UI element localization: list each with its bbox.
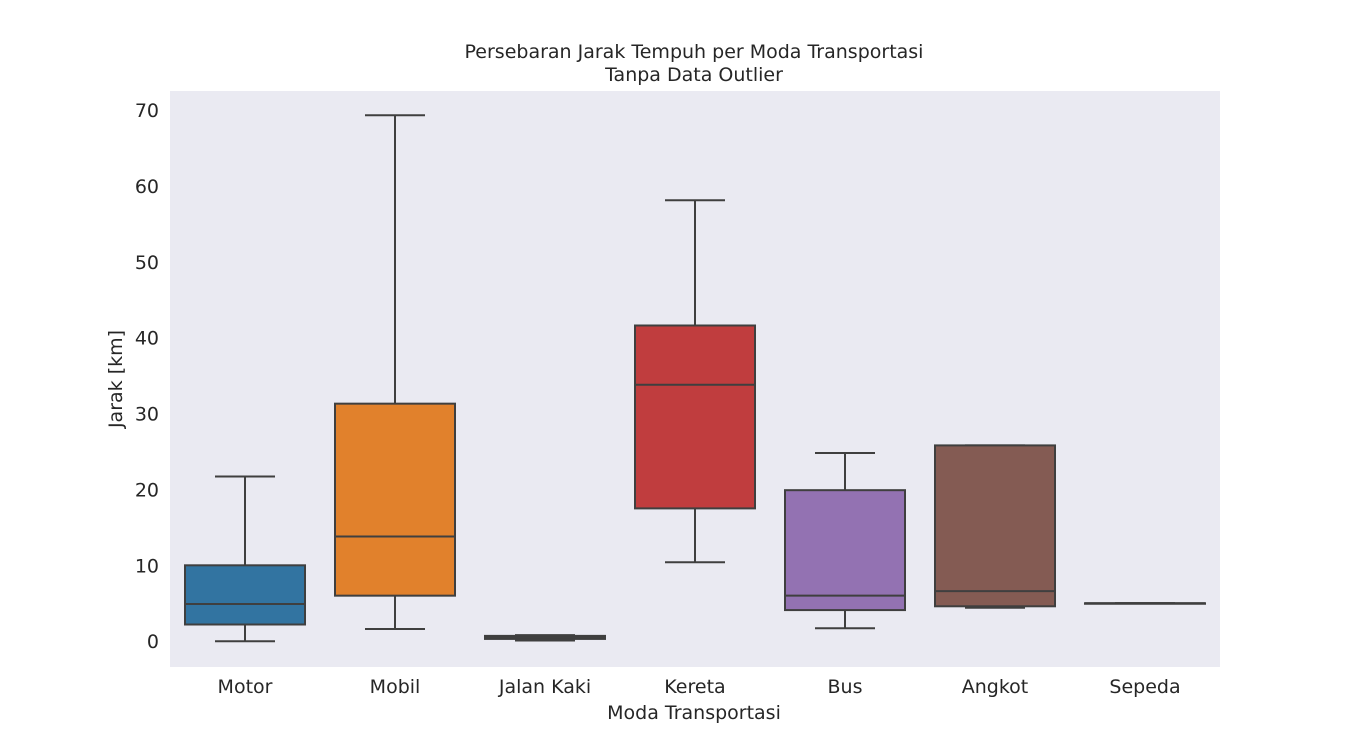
chart-subtitle: Tanpa Data Outlier <box>604 64 783 86</box>
y-tick-label: 30 <box>135 404 159 426</box>
y-axis-label: Jarak [km] <box>105 330 127 429</box>
x-tick-label: Jalan Kaki <box>498 676 591 698</box>
y-tick-label: 10 <box>135 555 159 577</box>
box-mobil <box>334 114 456 631</box>
y-tick-label: 70 <box>135 100 159 122</box>
boxes-group <box>184 114 1206 643</box>
y-axis: 0 10 20 30 40 50 60 70 <box>135 100 159 653</box>
x-tick-label: Angkot <box>962 676 1029 698</box>
y-tick-label: 40 <box>135 328 159 350</box>
box-motor <box>184 475 306 643</box>
iqr-box <box>784 489 906 612</box>
y-tick-label: 0 <box>147 631 159 653</box>
box-angkot <box>934 444 1056 609</box>
y-tick-label: 60 <box>135 176 159 198</box>
x-tick-label: Kereta <box>664 676 725 698</box>
y-tick-label: 20 <box>135 479 159 501</box>
box-jalan-kaki <box>484 634 606 642</box>
box-kereta <box>634 199 756 564</box>
box-sepeda <box>1084 602 1206 605</box>
x-axis-label: Moda Transportasi <box>607 702 781 724</box>
iqr-box <box>634 324 756 510</box>
x-axis: Motor Mobil Jalan Kaki Kereta Bus Angkot Seped… <box>218 676 1181 698</box>
x-tick-label: Mobil <box>370 676 421 698</box>
x-tick-label: Sepeda <box>1109 676 1180 698</box>
x-tick-label: Bus <box>828 676 863 698</box>
box-bus <box>784 451 906 630</box>
iqr-box <box>334 402 456 597</box>
y-tick-label: 50 <box>135 252 159 274</box>
x-tick-label: Motor <box>218 676 273 698</box>
iqr-box <box>934 444 1056 608</box>
iqr-box <box>184 564 306 626</box>
chart-title: Persebaran Jarak Tempuh per Moda Transpo… <box>465 41 924 63</box>
